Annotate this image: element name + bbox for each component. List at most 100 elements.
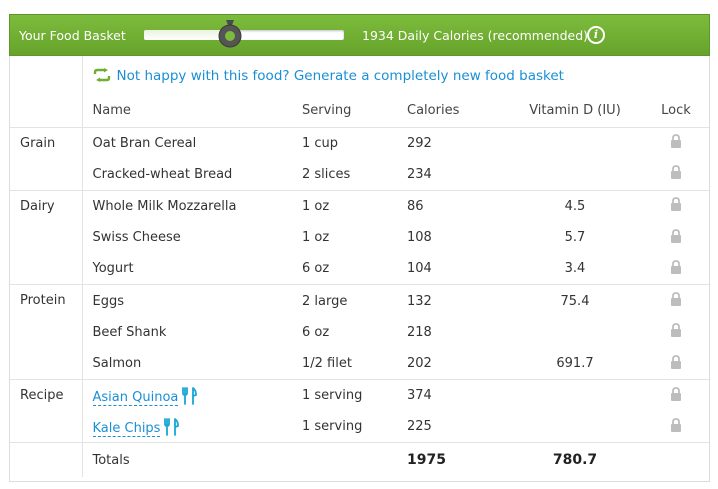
total-calories: 1975 <box>407 442 507 477</box>
lock-icon[interactable] <box>670 417 682 432</box>
food-basket-header: Your Food Basket 1934 Daily Calories (re… <box>9 14 710 56</box>
vitamin-d-value: 691.7 <box>556 356 594 372</box>
table-row: Recipe Asian Quinoa 1 serving 374 <box>10 379 709 443</box>
lock-icon[interactable] <box>670 386 682 401</box>
regenerate-basket-link[interactable]: Not happy with this food? Generate a com… <box>82 56 709 95</box>
food-name: Beef Shank <box>92 324 167 340</box>
lock-cell <box>643 411 709 443</box>
food-name: Cracked-wheat Bread <box>92 166 233 182</box>
table-row: Salmon 1/2 filet 202 691.7 <box>10 348 709 380</box>
vitamin-d-value <box>507 411 643 443</box>
lock-cell <box>643 379 709 412</box>
serving-value: 1/2 filet <box>302 356 352 372</box>
calories-value: 225 <box>407 419 432 435</box>
calories-value: 292 <box>407 126 507 159</box>
calories-value: 202 <box>407 356 432 372</box>
vitamin-d-value: 4.5 <box>507 189 643 222</box>
empty-cell <box>643 442 709 477</box>
calories-value: 374 <box>407 379 507 412</box>
calories-value: 234 <box>407 166 432 182</box>
lock-cell <box>643 348 709 380</box>
column-header-calories: Calories <box>407 103 460 119</box>
table-row: Grain Oat Bran Cereal 1 cup 292 <box>10 126 709 191</box>
lock-cell <box>643 159 709 191</box>
category-label: Grain <box>10 126 83 191</box>
lock-cell <box>643 189 709 222</box>
fork-knife-icon <box>164 417 180 436</box>
category-label: Protein <box>10 284 83 380</box>
serving-value: 1 oz <box>302 230 330 246</box>
lock-icon[interactable] <box>670 134 682 149</box>
total-vitamin-d: 780.7 <box>507 442 643 477</box>
serving-value: 2 slices <box>302 166 351 182</box>
lock-cell <box>643 317 709 349</box>
info-icon[interactable]: i <box>587 26 605 44</box>
calories-value: 108 <box>407 230 432 246</box>
table-row: Protein Eggs 2 large 132 75.4 <box>10 284 709 380</box>
daily-calories-label: 1934 Daily Calories (recommended) <box>362 28 589 43</box>
calories-value: 86 <box>407 189 507 222</box>
serving-value: 1 serving <box>302 379 407 412</box>
lock-cell <box>643 222 709 254</box>
column-header-name: Name <box>92 103 131 119</box>
totals-row: Totals 1975 780.7 <box>10 442 709 477</box>
basket-title: Your Food Basket <box>19 28 126 43</box>
serving-value: 6 oz <box>302 324 330 340</box>
food-name: Eggs <box>82 284 302 317</box>
serving-value: 1 oz <box>302 189 407 222</box>
lock-icon[interactable] <box>670 354 682 369</box>
recipe-link[interactable]: Kale Chips <box>92 420 161 437</box>
lock-icon[interactable] <box>670 323 682 338</box>
lock-cell <box>643 126 709 159</box>
table-row: Yogurt 6 oz 104 3.4 <box>10 253 709 285</box>
table-header-row: Name Serving Calories Vitamin D (IU) Loc… <box>10 95 709 127</box>
table-row: Beef Shank 6 oz 218 <box>10 317 709 349</box>
totals-label: Totals <box>82 442 302 477</box>
column-header-lock: Lock <box>661 103 691 119</box>
vitamin-d-value <box>507 126 643 159</box>
regenerate-basket-label: Not happy with this food? Generate a com… <box>116 67 564 84</box>
table-row: Cracked-wheat Bread 2 slices 234 <box>10 159 709 191</box>
calorie-slider-fill <box>144 30 230 40</box>
fork-knife-icon <box>182 386 198 405</box>
empty-cell <box>10 56 83 95</box>
empty-cell <box>10 95 83 127</box>
calories-value: 132 <box>407 284 507 317</box>
category-label: Recipe <box>10 379 83 443</box>
food-name: Swiss Cheese <box>92 230 181 246</box>
table-row: Swiss Cheese 1 oz 108 5.7 <box>10 222 709 254</box>
food-name: Oat Bran Cereal <box>82 126 302 159</box>
lock-icon[interactable] <box>670 292 682 307</box>
lock-cell <box>643 284 709 317</box>
category-label: Dairy <box>10 189 83 285</box>
vitamin-d-value <box>507 159 643 191</box>
vitamin-d-value: 5.7 <box>564 230 586 246</box>
table-row: Kale Chips 1 serving 225 <box>10 411 709 443</box>
column-header-vitamin-d: Vitamin D (IU) <box>529 103 621 119</box>
empty-cell <box>302 442 407 477</box>
recipe-link[interactable]: Asian Quinoa <box>92 389 179 406</box>
vitamin-d-value: 75.4 <box>507 284 643 317</box>
calories-value: 218 <box>407 324 432 340</box>
calories-value: 104 <box>407 261 432 277</box>
column-header-serving: Serving <box>302 103 352 119</box>
vitamin-d-value: 3.4 <box>564 261 586 277</box>
vitamin-d-value <box>507 379 643 412</box>
food-name: Whole Milk Mozzarella <box>82 189 302 222</box>
food-name: Yogurt <box>92 261 134 277</box>
calorie-slider-handle-icon[interactable] <box>217 19 243 49</box>
vitamin-d-value <box>507 317 643 349</box>
serving-value: 1 cup <box>302 126 407 159</box>
refresh-arrows-icon <box>93 67 110 82</box>
lock-cell <box>643 253 709 285</box>
lock-icon[interactable] <box>670 260 682 274</box>
serving-value: 6 oz <box>302 261 330 277</box>
food-basket-table: Not happy with this food? Generate a com… <box>9 56 710 482</box>
lock-icon[interactable] <box>670 228 682 243</box>
table-row: Dairy Whole Milk Mozzarella 1 oz 86 4.5 <box>10 189 709 285</box>
calorie-slider-track[interactable] <box>144 30 344 40</box>
empty-cell <box>10 442 83 477</box>
lock-icon[interactable] <box>670 165 682 180</box>
lock-icon[interactable] <box>670 197 682 212</box>
food-name: Salmon <box>92 356 142 372</box>
